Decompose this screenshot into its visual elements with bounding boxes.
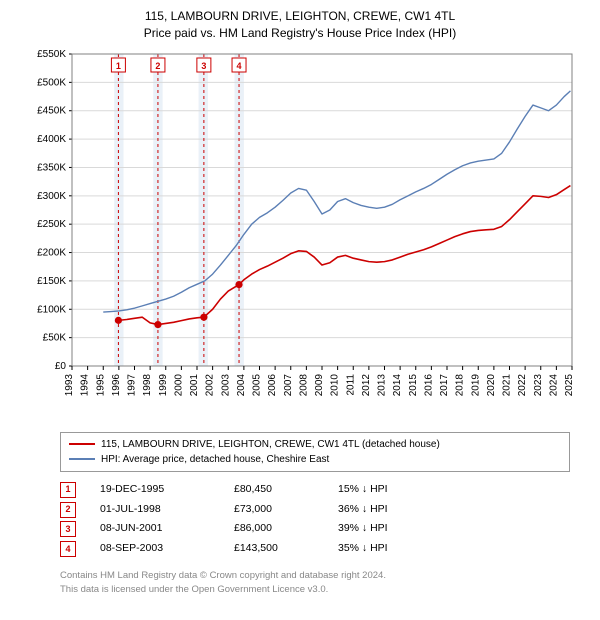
legend-label-subject: 115, LAMBOURN DRIVE, LEIGHTON, CREWE, CW…	[101, 437, 440, 452]
svg-text:£400K: £400K	[37, 134, 66, 145]
sale-price: £143,500	[234, 539, 314, 559]
svg-text:1: 1	[116, 61, 121, 71]
legend: 115, LAMBOURN DRIVE, LEIGHTON, CREWE, CW…	[60, 432, 570, 472]
svg-text:2025: 2025	[564, 373, 575, 396]
svg-text:2013: 2013	[377, 373, 388, 396]
svg-text:2: 2	[155, 61, 160, 71]
table-row: 3 08-JUN-2001 £86,000 39% ↓ HPI	[60, 519, 570, 539]
sale-price: £73,000	[234, 500, 314, 520]
sale-diff: 15% ↓ HPI	[338, 480, 570, 500]
legend-swatch-subject	[69, 443, 95, 445]
svg-text:£200K: £200K	[37, 247, 66, 258]
sale-marker-3: 3	[60, 521, 76, 537]
svg-text:2022: 2022	[517, 373, 528, 396]
footer-line-1: Contains HM Land Registry data © Crown c…	[60, 569, 570, 582]
sale-diff: 35% ↓ HPI	[338, 539, 570, 559]
svg-text:1999: 1999	[158, 373, 169, 396]
sales-table: 1 19-DEC-1995 £80,450 15% ↓ HPI 2 01-JUL…	[60, 480, 570, 560]
svg-text:£0: £0	[55, 361, 67, 372]
legend-item-hpi: HPI: Average price, detached house, Ches…	[69, 452, 561, 467]
svg-text:£350K: £350K	[37, 162, 66, 173]
chart-svg: £0 £50K £100K £150K £200K £250K £300K £350K £400…	[20, 46, 580, 426]
sale-diff: 39% ↓ HPI	[338, 519, 570, 539]
svg-text:1993: 1993	[64, 373, 75, 396]
svg-text:2012: 2012	[361, 373, 372, 396]
svg-text:2009: 2009	[314, 373, 325, 396]
svg-text:4: 4	[237, 61, 242, 71]
svg-text:2016: 2016	[423, 373, 434, 396]
svg-text:£150K: £150K	[37, 276, 66, 287]
table-row: 4 08-SEP-2003 £143,500 35% ↓ HPI	[60, 539, 570, 559]
svg-text:£500K: £500K	[37, 77, 66, 88]
svg-text:£50K: £50K	[43, 332, 67, 343]
legend-label-hpi: HPI: Average price, detached house, Ches…	[101, 452, 329, 467]
svg-text:2014: 2014	[392, 373, 403, 396]
table-row: 2 01-JUL-1998 £73,000 36% ↓ HPI	[60, 500, 570, 520]
svg-text:£300K: £300K	[37, 190, 66, 201]
svg-text:2008: 2008	[298, 373, 309, 396]
svg-text:£450K: £450K	[37, 105, 66, 116]
svg-text:2011: 2011	[345, 373, 356, 395]
sale-marker-4: 4	[60, 541, 76, 557]
sale-date: 19-DEC-1995	[100, 480, 210, 500]
svg-text:2001: 2001	[189, 373, 200, 396]
svg-text:2018: 2018	[455, 373, 466, 396]
svg-text:2000: 2000	[173, 373, 184, 396]
svg-text:2005: 2005	[252, 373, 263, 396]
svg-text:£250K: £250K	[37, 219, 66, 230]
svg-text:2004: 2004	[236, 373, 247, 396]
legend-swatch-hpi	[69, 458, 95, 460]
sale-date: 01-JUL-1998	[100, 500, 210, 520]
svg-text:2002: 2002	[205, 373, 216, 396]
svg-text:1998: 1998	[142, 373, 153, 396]
svg-text:2021: 2021	[502, 373, 513, 396]
svg-text:2015: 2015	[408, 373, 419, 396]
svg-text:£550K: £550K	[37, 49, 66, 60]
legend-item-subject: 115, LAMBOURN DRIVE, LEIGHTON, CREWE, CW…	[69, 437, 561, 452]
svg-text:2019: 2019	[470, 373, 481, 396]
svg-text:2023: 2023	[533, 373, 544, 396]
svg-text:2003: 2003	[220, 373, 231, 396]
svg-text:2010: 2010	[330, 373, 341, 396]
svg-text:2020: 2020	[486, 373, 497, 396]
sale-price: £80,450	[234, 480, 314, 500]
sale-marker-1: 1	[60, 482, 76, 498]
footer: Contains HM Land Registry data © Crown c…	[60, 569, 570, 606]
svg-text:2017: 2017	[439, 373, 450, 396]
svg-text:1996: 1996	[111, 373, 122, 396]
svg-text:£100K: £100K	[37, 304, 66, 315]
sale-marker-2: 2	[60, 502, 76, 518]
svg-text:1995: 1995	[95, 373, 106, 396]
svg-text:3: 3	[201, 61, 206, 71]
svg-text:2007: 2007	[283, 373, 294, 396]
title-line-2: Price paid vs. HM Land Registry's House …	[0, 25, 600, 42]
title-block: 115, LAMBOURN DRIVE, LEIGHTON, CREWE, CW…	[0, 0, 600, 46]
svg-text:1997: 1997	[127, 373, 138, 396]
title-line-1: 115, LAMBOURN DRIVE, LEIGHTON, CREWE, CW…	[0, 8, 600, 25]
sale-date: 08-JUN-2001	[100, 519, 210, 539]
sale-price: £86,000	[234, 519, 314, 539]
svg-text:2024: 2024	[548, 373, 559, 396]
svg-text:2006: 2006	[267, 373, 278, 396]
table-row: 1 19-DEC-1995 £80,450 15% ↓ HPI	[60, 480, 570, 500]
sale-diff: 36% ↓ HPI	[338, 500, 570, 520]
chart-container: 115, LAMBOURN DRIVE, LEIGHTON, CREWE, CW…	[0, 0, 600, 606]
sale-date: 08-SEP-2003	[100, 539, 210, 559]
footer-line-2: This data is licensed under the Open Gov…	[60, 583, 570, 596]
chart: £0 £50K £100K £150K £200K £250K £300K £350K £400…	[20, 46, 580, 426]
svg-text:1994: 1994	[80, 373, 91, 396]
